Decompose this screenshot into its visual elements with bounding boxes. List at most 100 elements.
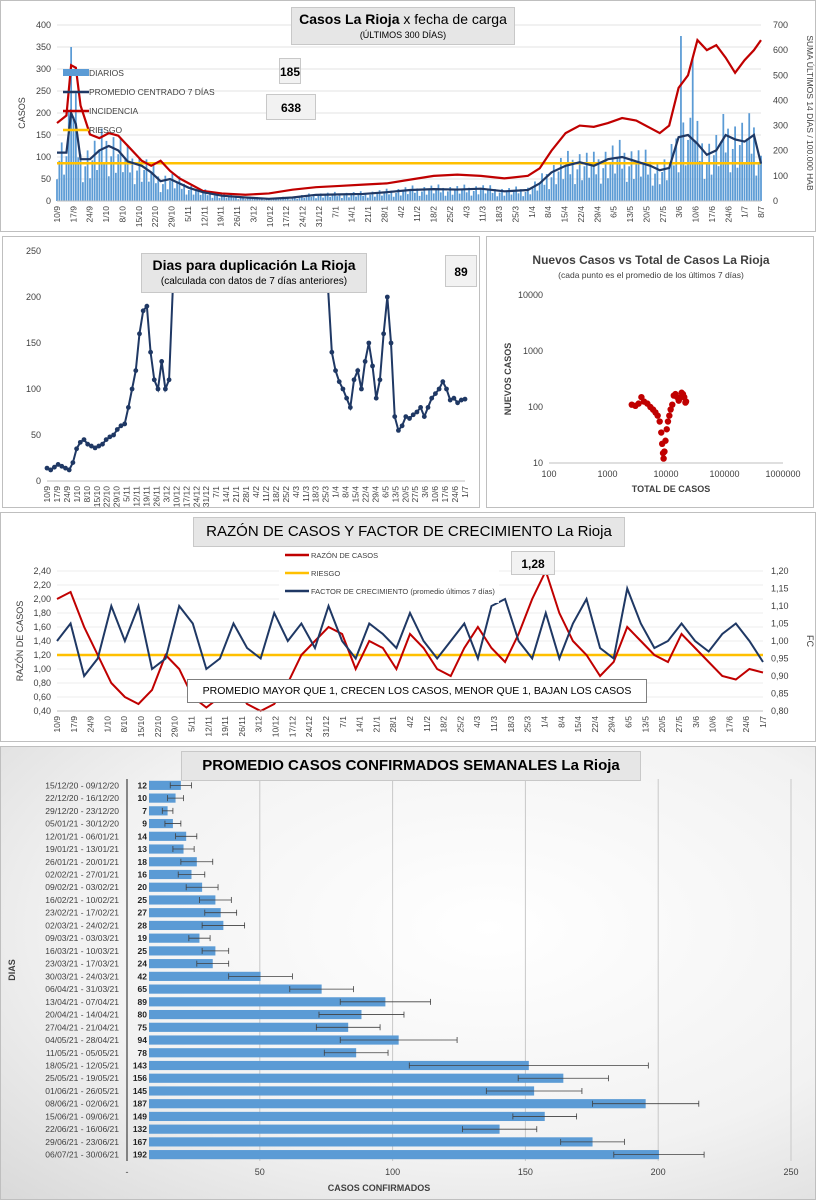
x-tick-label: 1/7 (758, 716, 768, 728)
bar-value-label: 25 (138, 895, 148, 905)
x-tick-label: 13/5 (390, 486, 400, 503)
y2-tick-label: 1,15 (771, 584, 789, 594)
x-tick-label: 17/12 (181, 486, 191, 508)
daily-bar (585, 152, 588, 201)
daily-bar (486, 189, 489, 201)
doubling-point (118, 423, 124, 429)
x-tick-label: 7/1 (338, 716, 348, 728)
doubling-point (162, 386, 168, 392)
daily-bar (310, 196, 313, 201)
y2-tick-label: 500 (773, 70, 788, 80)
weekly-bar (149, 984, 322, 994)
daily-bar (399, 195, 402, 201)
chart2-title-box: Dias para duplicación La Rioja (calculad… (141, 253, 367, 293)
daily-bar (378, 190, 381, 201)
daily-bar (96, 170, 98, 201)
daily-bar (505, 191, 508, 201)
doubling-point (44, 465, 50, 471)
bar-value-label: 13 (138, 844, 148, 854)
daily-bar (461, 189, 463, 201)
daily-bar (258, 198, 261, 201)
daily-bar (79, 154, 82, 201)
x-tick-label: 18/3 (506, 716, 516, 733)
x-tick-label: 14/1 (355, 716, 365, 733)
daily-bar (251, 199, 254, 201)
daily-bar (185, 194, 188, 201)
doubling-point (429, 395, 435, 401)
daily-bar (611, 145, 614, 201)
daily-bar (239, 197, 242, 201)
daily-bar (291, 198, 294, 201)
x-tick-label: 28/1 (241, 486, 251, 503)
category-label: 22/12/20 - 16/12/20 (45, 793, 119, 803)
chart5-title-box: PROMEDIO CASOS CONFIRMADOS SEMANALES La … (181, 751, 641, 781)
x-tick-label: 3/12 (248, 206, 258, 223)
bar-value-label: 167 (133, 1137, 147, 1147)
new-vs-total-chart: 10 100 1000 10000 100 1000 10000 100000 1000000 N… (486, 236, 814, 508)
doubling-point (133, 368, 139, 373)
x-tick-label: 11/2 (422, 716, 432, 732)
daily-bar (155, 183, 157, 201)
bar-value-label: 75 (138, 1022, 148, 1032)
daily-bar (529, 194, 532, 201)
daily-bar (581, 180, 583, 201)
category-label: 29/06/21 - 23/06/21 (45, 1137, 119, 1147)
daily-bar (703, 178, 706, 201)
category-label: 01/06/21 - 26/05/21 (45, 1086, 119, 1096)
bar-value-label: 42 (138, 971, 148, 981)
doubling-point (359, 386, 364, 392)
y-tick-label: 350 (36, 42, 51, 52)
x-tick-label: 13/5 (640, 716, 650, 733)
chart4-title-box: RAZÓN DE CASOS Y FACTOR DE CRECIMIENTO L… (193, 517, 625, 547)
x-tick-label: 24/9 (85, 206, 95, 223)
x-tick-label: 5/11 (183, 206, 193, 222)
daily-bar (578, 154, 581, 201)
scatter-point (682, 398, 690, 405)
weekly-bar (149, 1099, 646, 1109)
daily-bar (72, 116, 75, 201)
y2-axis-title: FC (805, 635, 815, 647)
x-tick-label: 6/5 (609, 206, 619, 218)
daily-bar (227, 196, 230, 201)
chart2-subtitle: (calculada con datos de 7 días anteriore… (160, 276, 348, 287)
x-tick-label: 8/10 (119, 716, 129, 733)
daily-bar (143, 169, 145, 201)
daily-bar (454, 190, 456, 201)
daily-bar (541, 173, 543, 201)
daily-bar (388, 194, 390, 201)
daily-bar (324, 195, 327, 201)
doubling-point (92, 445, 98, 451)
daily-bar (635, 164, 638, 201)
y2-tick-label: 700 (773, 20, 788, 30)
daily-bar (708, 143, 711, 201)
doubling-days-chart: 0 50 100 150 200 250 10/9 17/9 24/9 1/10 8/10 15/10… (2, 236, 480, 508)
x-tick-label: 6/5 (624, 716, 634, 728)
x-tick-label: 18/3 (311, 486, 321, 503)
x-tick-label: 250 (783, 1167, 798, 1177)
x-tick-label: 24/9 (62, 486, 72, 503)
daily-bar (166, 189, 169, 201)
scatter-point (666, 412, 673, 419)
y-tick-label: 100 (36, 152, 51, 162)
x-tick-label: 18/2 (429, 206, 439, 223)
y2-tick-label: 600 (773, 45, 788, 55)
y-tick-label: 250 (36, 86, 51, 96)
doubling-point (418, 405, 424, 410)
doubling-point (81, 437, 87, 442)
x-tick-label: 15/10 (136, 716, 146, 738)
x-tick-label: 24/9 (86, 716, 96, 733)
daily-bar (98, 149, 101, 201)
doubling-point (414, 409, 420, 415)
x-tick-label: 17/6 (707, 206, 717, 223)
daily-bar (279, 198, 282, 201)
weekly-bar (149, 1124, 500, 1134)
daily-bar (65, 156, 68, 201)
doubling-point (85, 441, 91, 447)
daily-bar (515, 186, 518, 201)
bar-value-label: 25 (138, 946, 148, 956)
daily-bar (293, 196, 296, 201)
doubling-point (140, 308, 146, 314)
daily-bar (439, 192, 442, 201)
y-tick-label: 400 (36, 20, 51, 30)
daily-bar (124, 157, 127, 201)
